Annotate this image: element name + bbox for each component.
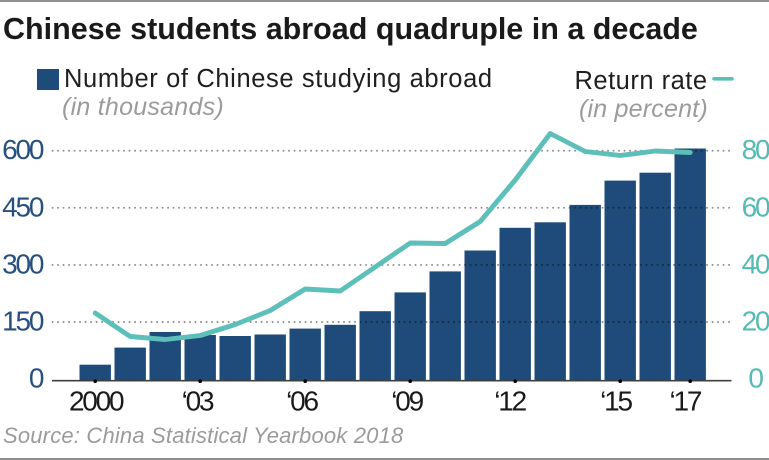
svg-text:450: 450	[2, 191, 44, 222]
svg-text:0: 0	[29, 362, 44, 393]
svg-text:80: 80	[742, 134, 769, 165]
svg-text:300: 300	[2, 248, 44, 279]
svg-text:600: 600	[2, 134, 44, 165]
svg-text:‘03: ‘03	[182, 386, 214, 417]
svg-text:‘09: ‘09	[391, 386, 423, 417]
svg-text:40: 40	[742, 248, 769, 279]
svg-text:0: 0	[748, 362, 763, 393]
svg-text:‘17: ‘17	[670, 386, 702, 417]
svg-text:‘12: ‘12	[494, 386, 526, 417]
svg-text:20: 20	[742, 306, 769, 337]
svg-text:‘15: ‘15	[600, 386, 632, 417]
svg-text:‘06: ‘06	[286, 386, 318, 417]
svg-text:60: 60	[742, 191, 769, 222]
svg-text:150: 150	[2, 306, 44, 337]
svg-text:2000: 2000	[69, 386, 124, 417]
